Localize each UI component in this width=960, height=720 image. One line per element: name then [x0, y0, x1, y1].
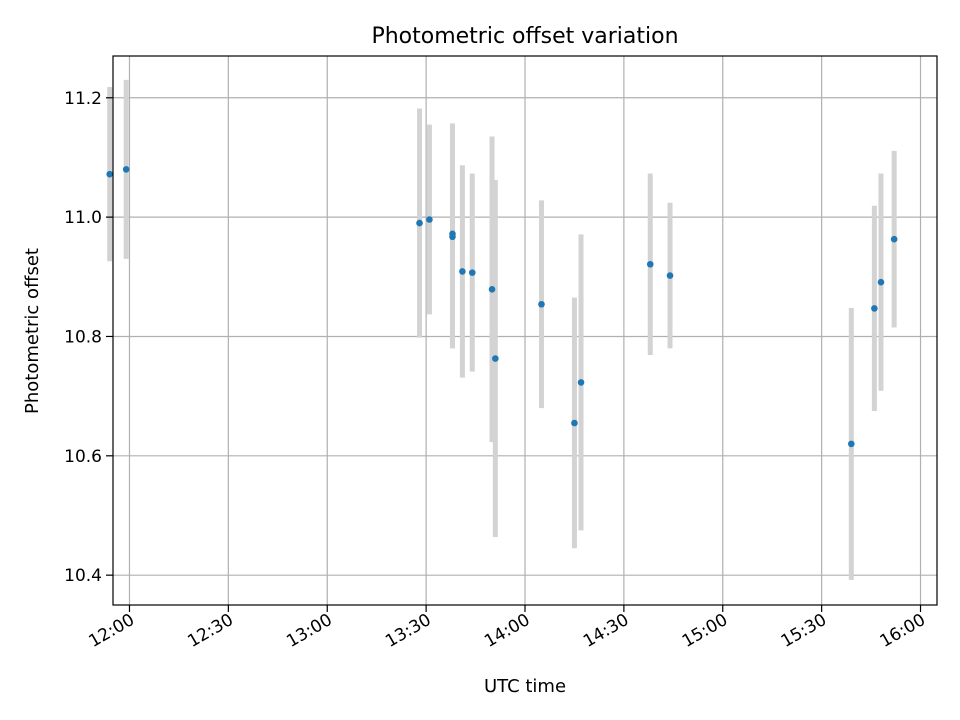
data-points	[106, 166, 898, 448]
x-axis-label: UTC time	[484, 676, 566, 697]
data-point	[538, 300, 545, 308]
data-point	[468, 269, 476, 276]
data-point	[122, 166, 130, 173]
data-point	[492, 355, 499, 362]
y-axis-label: Photometric offset	[22, 248, 43, 414]
data-point	[577, 379, 585, 386]
data-point	[449, 233, 456, 241]
data-point	[871, 305, 878, 312]
y-tick-label: 11.0	[64, 208, 102, 228]
data-point	[890, 235, 898, 243]
y-tick-label: 10.8	[64, 327, 102, 347]
y-tick-label: 10.6	[64, 447, 102, 467]
data-point	[416, 219, 423, 227]
y-tick-label: 10.4	[64, 566, 102, 586]
grid-lines	[113, 56, 937, 605]
data-point	[666, 272, 674, 279]
data-point	[877, 278, 885, 286]
data-point	[106, 170, 114, 178]
data-point	[426, 216, 433, 223]
y-axis-ticks: 10.4 10.6 10.8 11.0 11.2	[64, 89, 113, 586]
data-point	[571, 419, 578, 427]
data-point	[488, 286, 496, 293]
data-point	[646, 260, 654, 268]
data-point	[459, 268, 466, 275]
data-point	[848, 440, 855, 448]
y-tick-label: 11.2	[64, 89, 102, 109]
chart-title: Photometric offset variation	[371, 24, 678, 49]
